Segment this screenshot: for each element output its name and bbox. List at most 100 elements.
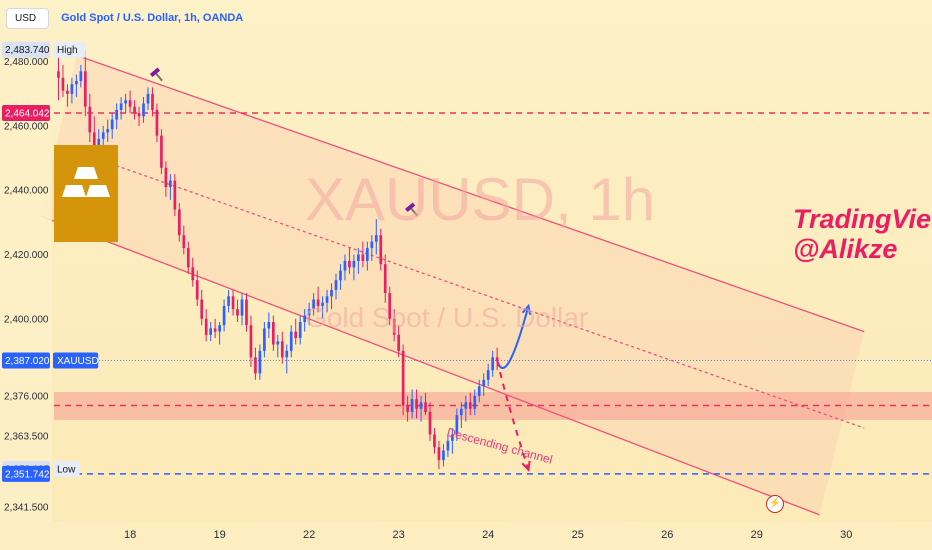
candle-body [392,318,396,335]
lightning-icon[interactable]: ⚡ [766,495,784,513]
candle-body [374,235,378,242]
candle-body [182,235,186,249]
candle [316,286,320,313]
candle-body [75,80,78,85]
y-tick-label: 2,440.000 [4,186,49,197]
channel-upper-line [76,54,865,333]
candle-body [280,341,284,358]
candle-body [106,129,110,133]
candle-body [119,103,123,110]
candle [115,103,119,130]
candle-body [464,402,468,409]
candle [151,87,154,117]
candle [222,299,226,332]
price-tag-value: 2,483.740 [5,45,50,56]
candle-body [177,209,181,236]
candle-body [146,93,150,104]
hammer-head [149,67,161,78]
candle-body [267,321,271,329]
price-tag-box [2,352,50,369]
candle [459,402,463,429]
y-tick-label: 2,400.000 [4,314,49,325]
candle [267,312,271,339]
candle [186,241,190,274]
candle-body [325,296,329,303]
candle [388,286,392,326]
candle [240,293,244,326]
candle [182,225,186,255]
candle [271,315,275,351]
candle-body [486,370,490,380]
candle-body [415,399,418,409]
candle [343,254,347,281]
candle [263,321,266,358]
candle-body [361,254,365,261]
candle [254,347,257,380]
x-tick-label: 30 [840,529,852,541]
candle-body [388,293,392,319]
candle-body [330,289,333,297]
candle-body [164,167,168,188]
candle [70,77,74,104]
candle-body [397,334,401,351]
price-tag-label-box [53,352,99,369]
candle [106,119,110,143]
currency-button[interactable]: USD [6,7,50,29]
candle [146,87,150,110]
candle-body [348,260,351,268]
author-line-2: @Alikze [793,234,898,264]
candle [191,257,195,287]
candle [339,264,342,290]
candle-body [128,100,132,107]
price-tag-blue: 2,387.020 XAUUSD [2,352,99,369]
channel-middle-line [76,151,865,429]
candle-body [254,357,257,374]
candle-body [133,106,136,114]
candle [173,174,177,216]
candle-body [294,331,298,339]
candle-body [83,71,87,107]
candle-body [459,408,463,416]
candle [334,273,338,300]
candle [119,97,123,120]
candle-body [303,315,307,322]
price-tag-box [2,465,50,482]
price-tag-box [2,104,50,121]
support-zone [54,392,932,420]
candle-body [236,309,239,316]
candle [164,161,168,197]
price-tag-label: XAUUSD [57,356,99,367]
time-axis [0,522,932,550]
candle-body [401,350,405,406]
candle [294,318,298,345]
y-tick-label: 2,363.500 [4,432,49,443]
candle [124,93,127,114]
candle-body [419,402,423,409]
x-tick-label: 24 [482,529,494,541]
bullish-projection-arrow [521,303,532,315]
price-tag-label: Low [57,465,76,476]
channel-lower-line [40,215,820,516]
candle-body [204,318,208,335]
candle-body [383,264,387,294]
candle [477,379,481,403]
candle-body [455,415,459,435]
symbol-title[interactable]: Gold Spot / U.S. Dollar, 1h, OANDA [61,12,244,24]
x-tick-label: 19 [213,529,225,541]
candle [451,428,454,454]
bearish-projection-arrow [521,460,531,472]
candle [433,428,436,454]
candle-body [258,350,262,374]
candle [137,106,141,126]
price-tag-value: 2,464.042 [5,108,50,119]
candle-body [365,248,369,261]
candle [482,373,486,396]
x-tick-label: 18 [124,529,136,541]
candle-body [124,100,127,104]
y-tick-label: 2,420.000 [4,250,49,261]
candle [209,321,213,342]
candle [249,315,253,367]
candle-body [276,341,280,345]
